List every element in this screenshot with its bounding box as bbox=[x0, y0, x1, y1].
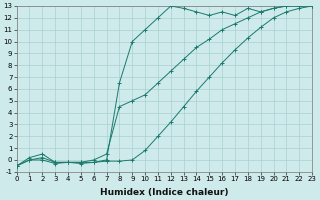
X-axis label: Humidex (Indice chaleur): Humidex (Indice chaleur) bbox=[100, 188, 228, 197]
